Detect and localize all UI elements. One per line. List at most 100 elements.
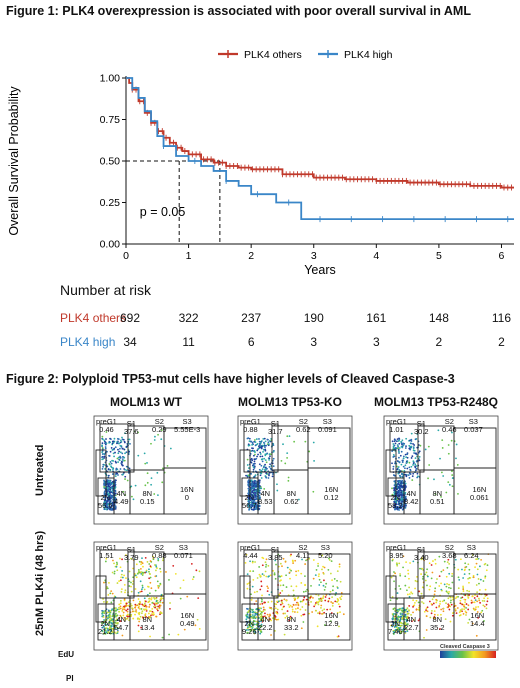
- event-dot: [121, 461, 123, 464]
- event-dot: [248, 609, 250, 612]
- event-dot: [250, 479, 253, 481]
- event-dot: [263, 457, 266, 460]
- event-dot: [255, 504, 258, 507]
- event-dot: [465, 565, 468, 568]
- event-dot: [157, 605, 159, 608]
- event-dot: [124, 432, 126, 435]
- event-dot: [287, 476, 290, 479]
- event-dot: [103, 508, 106, 511]
- event-dot: [112, 467, 114, 469]
- event-dot: [297, 603, 300, 606]
- gate-value: 56.6: [98, 501, 113, 510]
- event-dot: [104, 468, 106, 470]
- event-dot: [401, 445, 404, 448]
- event-dot: [390, 624, 392, 627]
- event-dot: [159, 570, 162, 573]
- gate-label-n16: 16N 0.12: [324, 485, 339, 502]
- event-dot: [402, 455, 405, 458]
- event-dot: [119, 455, 121, 458]
- event-dot: [400, 441, 402, 443]
- event-dot: [476, 558, 479, 560]
- event-dot: [449, 605, 452, 608]
- event-dot: [107, 484, 110, 486]
- event-dot: [400, 615, 403, 618]
- event-dot: [331, 596, 334, 599]
- event-dot: [462, 590, 465, 593]
- event-dot: [323, 579, 325, 582]
- event-dot: [255, 600, 258, 603]
- flow-panel: [224, 536, 356, 658]
- event-dot: [320, 581, 322, 584]
- event-dot: [258, 625, 261, 628]
- event-dot: [290, 585, 293, 588]
- event-dot: [468, 568, 471, 571]
- event-dot: [442, 569, 445, 572]
- event-dot: [338, 563, 341, 566]
- event-dot: [116, 569, 119, 572]
- event-dot: [391, 493, 394, 496]
- event-dot: [251, 443, 254, 446]
- event-dot: [392, 468, 395, 470]
- event-dot: [253, 460, 256, 463]
- event-dot: [304, 575, 306, 577]
- event-dot: [481, 609, 484, 612]
- event-dot: [247, 482, 250, 485]
- event-dot: [426, 606, 429, 609]
- event-dot: [412, 460, 415, 463]
- event-dot: [473, 601, 476, 604]
- event-dot: [137, 624, 140, 627]
- event-dot: [462, 613, 465, 615]
- event-dot: [142, 617, 145, 620]
- event-dot: [252, 492, 255, 495]
- gate-preg1: [385, 449, 397, 497]
- event-dot: [464, 601, 466, 603]
- event-dot: [439, 603, 441, 605]
- event-dot: [474, 599, 477, 602]
- event-dot: [324, 586, 327, 588]
- event-dot: [339, 611, 341, 614]
- event-dot: [456, 464, 459, 466]
- event-dot: [156, 609, 159, 612]
- event-dot: [264, 446, 266, 449]
- event-dot: [406, 619, 409, 622]
- event-dot: [169, 447, 172, 450]
- event-dot: [254, 614, 256, 617]
- event-dot: [155, 615, 157, 618]
- event-dot: [122, 608, 124, 611]
- event-dot: [260, 580, 263, 583]
- event-dot: [114, 487, 116, 490]
- event-dot: [401, 439, 404, 442]
- event-dot: [314, 603, 317, 606]
- event-dot: [260, 458, 263, 461]
- gate-label-s2: S2 0.29: [152, 417, 167, 434]
- event-dot: [417, 619, 420, 622]
- event-dot: [120, 446, 123, 448]
- event-dot: [118, 606, 120, 609]
- event-dot: [456, 607, 459, 609]
- event-dot: [108, 440, 111, 443]
- event-dot: [407, 572, 410, 575]
- event-dot: [439, 613, 442, 616]
- event-dot: [440, 570, 443, 573]
- event-dot: [103, 463, 106, 466]
- event-dot: [262, 444, 265, 447]
- event-dot: [447, 597, 450, 600]
- event-dot: [274, 577, 277, 580]
- event-dot: [123, 608, 126, 611]
- event-dot: [288, 571, 291, 574]
- event-dot: [398, 562, 401, 565]
- risk-table-title: Number at risk: [60, 282, 152, 298]
- event-dot: [252, 500, 255, 503]
- event-dot: [108, 498, 111, 501]
- event-dot: [245, 618, 248, 621]
- event-dot: [399, 489, 402, 492]
- event-dot: [325, 582, 328, 585]
- event-dot: [250, 484, 253, 487]
- event-dot: [396, 505, 399, 508]
- event-dot: [268, 457, 271, 460]
- event-dot: [109, 611, 112, 614]
- event-dot: [255, 616, 258, 619]
- event-dot: [139, 615, 142, 618]
- event-dot: [143, 602, 146, 605]
- event-dot: [264, 466, 267, 469]
